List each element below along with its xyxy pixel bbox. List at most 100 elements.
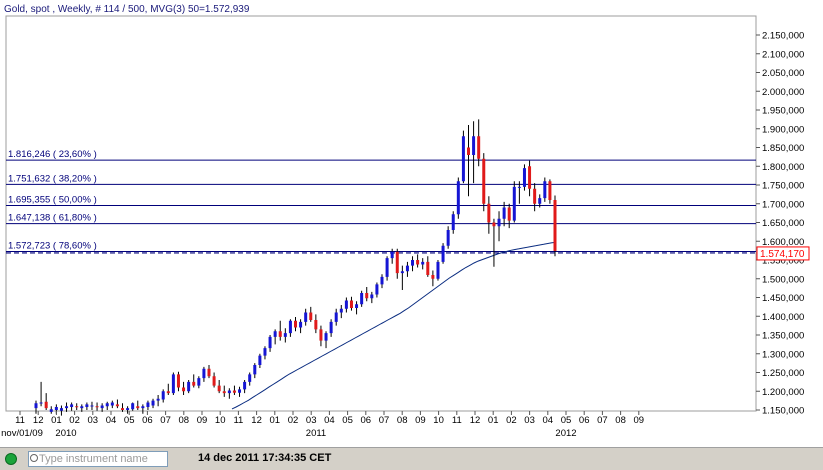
candle[interactable]: [548, 179, 552, 204]
candle[interactable]: [126, 406, 130, 414]
candle[interactable]: [349, 296, 353, 311]
candle[interactable]: [65, 402, 69, 412]
candle[interactable]: [365, 287, 369, 302]
candle[interactable]: [395, 248, 399, 279]
candle[interactable]: [121, 403, 124, 412]
candle[interactable]: [472, 121, 476, 184]
candle[interactable]: [263, 346, 267, 360]
candle[interactable]: [329, 319, 333, 337]
candle[interactable]: [105, 401, 109, 410]
candle[interactable]: [202, 366, 206, 382]
candle[interactable]: [431, 270, 435, 287]
instrument-search-input[interactable]: [28, 451, 168, 467]
candle[interactable]: [197, 376, 201, 389]
candle[interactable]: [304, 308, 308, 326]
candle[interactable]: [115, 399, 119, 409]
candle[interactable]: [156, 395, 160, 407]
candle[interactable]: [299, 319, 303, 334]
candle[interactable]: [507, 203, 511, 229]
candle[interactable]: [467, 125, 470, 197]
candle[interactable]: [344, 297, 348, 313]
candle[interactable]: [517, 181, 521, 204]
candle[interactable]: [385, 256, 389, 281]
candle[interactable]: [192, 374, 196, 388]
candle[interactable]: [487, 196, 491, 234]
candle[interactable]: [253, 363, 257, 379]
candle[interactable]: [70, 402, 74, 411]
candle[interactable]: [217, 380, 221, 394]
candle[interactable]: [110, 400, 114, 409]
candle[interactable]: [426, 256, 430, 277]
candle[interactable]: [421, 258, 425, 270]
candle[interactable]: [553, 195, 557, 257]
candle[interactable]: [528, 160, 532, 197]
candle[interactable]: [334, 308, 338, 326]
candle[interactable]: [497, 211, 501, 242]
candle[interactable]: [533, 183, 537, 212]
candle[interactable]: [456, 177, 460, 219]
candle[interactable]: [273, 329, 277, 345]
candle[interactable]: [370, 291, 374, 304]
chart-canvas[interactable]: 1.816,246 ( 23,60% ) 1.751,632 ( 38,20% )…: [0, 0, 823, 447]
candle[interactable]: [222, 385, 226, 397]
candle[interactable]: [492, 218, 496, 267]
candle[interactable]: [411, 256, 415, 272]
candle[interactable]: [360, 290, 364, 307]
candle[interactable]: [522, 164, 526, 191]
candle[interactable]: [319, 325, 323, 347]
candle[interactable]: [243, 380, 247, 394]
candle[interactable]: [380, 274, 384, 289]
candle[interactable]: [232, 385, 236, 395]
candle[interactable]: [441, 243, 445, 264]
candle[interactable]: [390, 248, 394, 264]
candle[interactable]: [39, 381, 43, 407]
candle[interactable]: [324, 331, 328, 349]
candle[interactable]: [136, 400, 140, 410]
candle[interactable]: [538, 194, 542, 208]
candle[interactable]: [182, 381, 186, 395]
candle[interactable]: [207, 365, 211, 379]
candle[interactable]: [161, 389, 165, 403]
candle[interactable]: [294, 317, 297, 332]
candle[interactable]: [49, 406, 53, 414]
candle[interactable]: [502, 201, 506, 227]
candle[interactable]: [512, 181, 516, 223]
candle[interactable]: [75, 403, 79, 410]
candle[interactable]: [171, 372, 175, 396]
candle[interactable]: [166, 383, 170, 395]
candle[interactable]: [482, 153, 486, 212]
candle[interactable]: [95, 402, 99, 411]
candle[interactable]: [80, 404, 84, 412]
candle[interactable]: [278, 320, 282, 341]
candle[interactable]: [314, 314, 318, 334]
candle[interactable]: [375, 282, 379, 298]
candle[interactable]: [309, 306, 313, 322]
candle[interactable]: [436, 260, 440, 281]
candle[interactable]: [100, 403, 104, 412]
candle[interactable]: [141, 404, 145, 414]
candle[interactable]: [248, 372, 252, 386]
candle[interactable]: [187, 380, 191, 394]
candle[interactable]: [339, 305, 343, 319]
candle[interactable]: [44, 393, 48, 410]
candle[interactable]: [283, 328, 287, 343]
candle[interactable]: [151, 398, 155, 409]
candle[interactable]: [227, 388, 231, 399]
candle[interactable]: [288, 319, 292, 337]
candle[interactable]: [451, 211, 455, 234]
candle[interactable]: [258, 353, 262, 368]
candle[interactable]: [446, 226, 450, 249]
candle[interactable]: [477, 119, 481, 167]
candle[interactable]: [131, 402, 135, 411]
candle[interactable]: [59, 405, 63, 416]
candle[interactable]: [400, 265, 404, 290]
candle[interactable]: [355, 301, 359, 315]
candle[interactable]: [416, 254, 420, 268]
candle[interactable]: [238, 386, 242, 397]
candle[interactable]: [543, 177, 547, 202]
candle[interactable]: [90, 401, 94, 410]
candle[interactable]: [405, 261, 409, 277]
candle[interactable]: [268, 335, 272, 352]
candle[interactable]: [461, 130, 465, 184]
candle[interactable]: [85, 402, 89, 411]
